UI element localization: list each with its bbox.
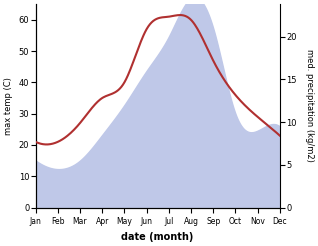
X-axis label: date (month): date (month) xyxy=(121,232,194,242)
Y-axis label: med. precipitation (kg/m2): med. precipitation (kg/m2) xyxy=(305,49,314,162)
Y-axis label: max temp (C): max temp (C) xyxy=(4,77,13,135)
